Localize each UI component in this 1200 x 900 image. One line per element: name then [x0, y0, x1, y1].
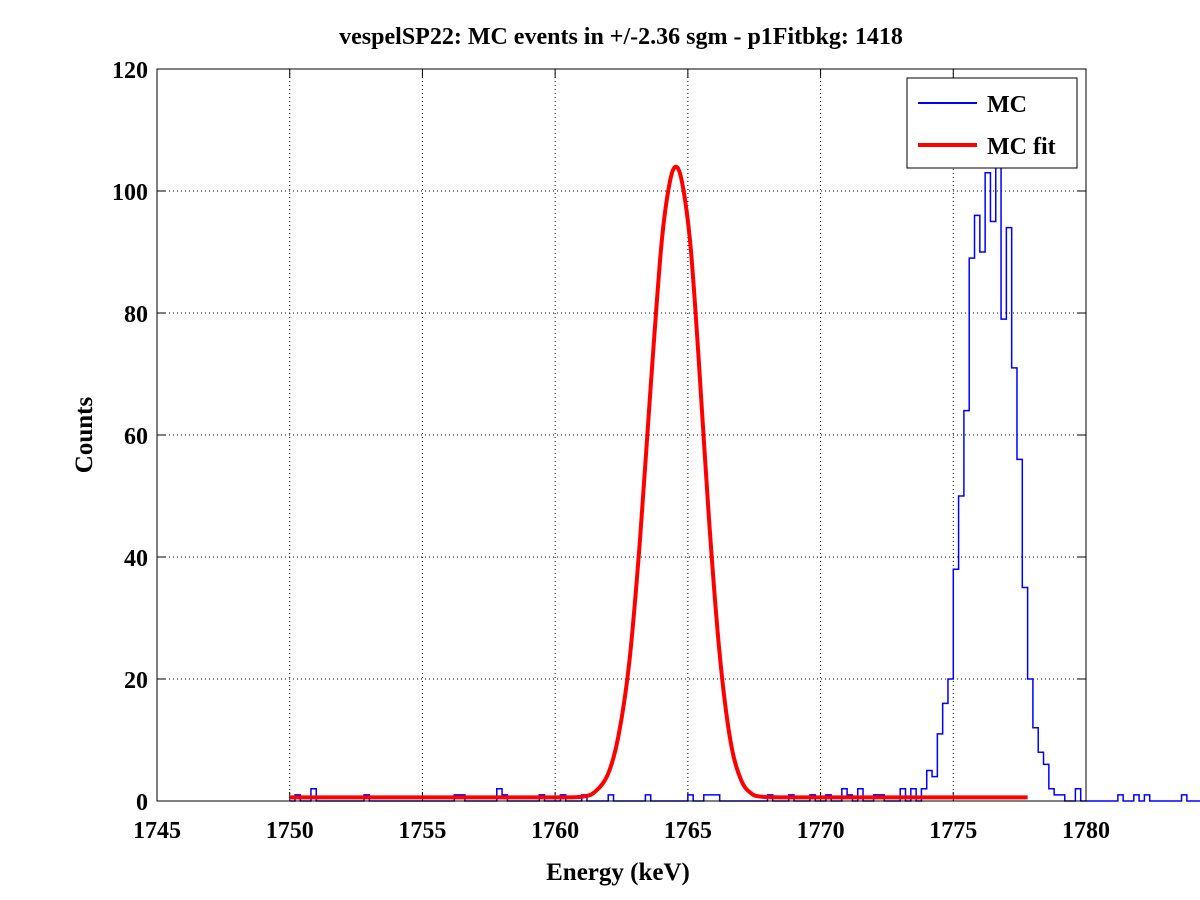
plot-frame [156, 68, 1087, 802]
legend-box [906, 77, 1078, 169]
x-tick-label: 1780 [1062, 818, 1110, 844]
x-tick-label: 1760 [531, 818, 579, 844]
y-tick-label: 20 [124, 668, 148, 694]
x-tick-label: 1770 [797, 818, 845, 844]
chart-title: vespelSP22: MC events in +/-2.36 sgm - p… [339, 24, 903, 50]
y-tick-label: 100 [112, 180, 148, 206]
y-tick-label: 80 [124, 302, 148, 328]
tick-labels: 1745 1750 1755 1760 1765 1770 1775 1780 0 20 40 60 8… [112, 58, 1110, 844]
x-tick-label: 1750 [266, 818, 314, 844]
legend: MC MC fit [906, 77, 1078, 169]
y-tick-label: 120 [112, 58, 148, 84]
x-tick-label: 1755 [398, 818, 446, 844]
y-tick-label: 60 [124, 424, 148, 450]
x-axis-label: Energy (keV) [546, 859, 690, 886]
series-mc-fit-curve [289, 164, 1028, 800]
y-tick-label: 40 [124, 546, 148, 572]
y-axis-label: Counts [71, 397, 98, 474]
x-tick-label: 1745 [133, 818, 181, 844]
x-tick-label: 1765 [664, 818, 712, 844]
x-tick-label: 1775 [929, 818, 977, 844]
y-tick-label: 0 [136, 790, 148, 816]
legend-label-mc-fit: MC fit [987, 134, 1056, 160]
grid [157, 69, 1086, 801]
legend-label-mc: MC [987, 92, 1027, 118]
